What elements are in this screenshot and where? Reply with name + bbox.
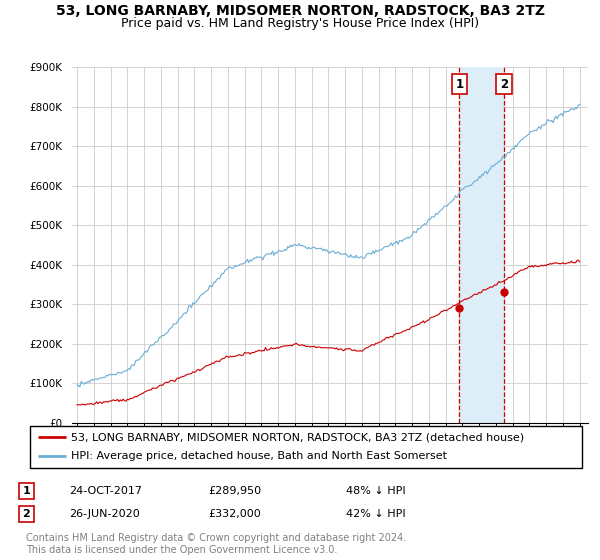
Text: Price paid vs. HM Land Registry's House Price Index (HPI): Price paid vs. HM Land Registry's House … [121,17,479,30]
Text: 48% ↓ HPI: 48% ↓ HPI [346,486,406,496]
Text: Contains HM Land Registry data © Crown copyright and database right 2024.
This d: Contains HM Land Registry data © Crown c… [26,533,407,555]
Text: 26-JUN-2020: 26-JUN-2020 [70,509,140,519]
Text: 24-OCT-2017: 24-OCT-2017 [70,486,143,496]
Text: HPI: Average price, detached house, Bath and North East Somerset: HPI: Average price, detached house, Bath… [71,451,448,461]
Text: 1: 1 [23,486,30,496]
Text: 2: 2 [500,78,508,91]
Text: 2: 2 [23,509,30,519]
Text: 53, LONG BARNABY, MIDSOMER NORTON, RADSTOCK, BA3 2TZ: 53, LONG BARNABY, MIDSOMER NORTON, RADST… [56,4,545,18]
Text: 42% ↓ HPI: 42% ↓ HPI [346,509,406,519]
Text: £289,950: £289,950 [208,486,261,496]
Text: 53, LONG BARNABY, MIDSOMER NORTON, RADSTOCK, BA3 2TZ (detached house): 53, LONG BARNABY, MIDSOMER NORTON, RADST… [71,432,524,442]
Text: 1: 1 [455,78,463,91]
FancyBboxPatch shape [30,426,582,468]
Text: £332,000: £332,000 [208,509,260,519]
Bar [460,67,504,423]
